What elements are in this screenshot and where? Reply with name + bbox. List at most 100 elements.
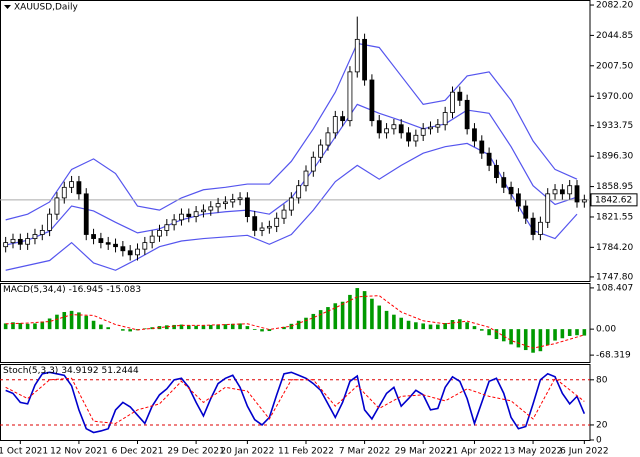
candle-body: [552, 189, 558, 195]
candle-body: [479, 140, 485, 154]
macd-bar: [428, 324, 433, 330]
macd-bar: [355, 288, 360, 330]
symbol-menu-arrow[interactable]: [4, 5, 11, 9]
stoch-last-value: 34.9192: [61, 366, 98, 376]
candle-body: [259, 227, 265, 231]
candle-body: [486, 152, 492, 166]
y-tick-label: -68.319: [596, 351, 631, 361]
candle-body: [369, 79, 375, 122]
candle-body: [530, 217, 536, 235]
candle-body: [61, 186, 67, 199]
candle-body: [523, 205, 529, 219]
x-tick-label: 13 May 2022: [504, 447, 563, 457]
macd-bar: [208, 324, 213, 330]
macd-last-value: -16.945: [69, 285, 104, 295]
macd-bar: [179, 324, 184, 330]
macd-bar: [443, 323, 447, 330]
macd-signal-last-value: -15.083: [106, 285, 141, 295]
x-tick-label: 20 Jan 2022: [220, 447, 274, 457]
candle-body: [406, 132, 411, 142]
candle-body: [252, 216, 258, 231]
macd-bar: [165, 325, 169, 330]
macd-bar: [472, 326, 477, 330]
y-tick-label: 2007.50: [596, 61, 633, 71]
y-tick-label: 2044.85: [596, 31, 633, 41]
candle-body: [420, 128, 426, 136]
macd-bar: [260, 329, 264, 332]
macd-bar: [172, 324, 176, 330]
macd-bar: [3, 323, 8, 330]
macd-name: MACD(5,34,4): [3, 285, 66, 295]
candle-body: [581, 199, 587, 203]
candle-body: [76, 181, 82, 195]
y-tick-label: 20: [596, 420, 608, 430]
candle-body: [32, 234, 38, 239]
macd-bar: [370, 298, 374, 330]
x-tick-label: 7 Mar 2022: [339, 447, 390, 457]
macd-bar: [99, 324, 103, 330]
y-tick-label: 1821.55: [596, 212, 633, 222]
candle-body: [83, 193, 89, 235]
candle-body: [457, 91, 463, 101]
y-tick-label: 1896.30: [596, 152, 633, 162]
candle-body: [244, 197, 250, 218]
candle-body: [537, 221, 543, 235]
candle-body: [442, 112, 448, 126]
chart-title: XAUUSD,Daily: [14, 3, 78, 13]
x-tick-label: 11 Feb 2022: [278, 447, 334, 457]
macd-title: MACD(5,34,4) -16.945 -15.083: [3, 285, 141, 295]
candle-body: [288, 197, 294, 211]
macd-bar: [128, 329, 132, 332]
macd-bar: [69, 310, 74, 330]
macd-bar: [516, 329, 521, 348]
macd-bar: [77, 312, 81, 330]
candle-body: [91, 234, 96, 239]
candle-body: [98, 238, 104, 244]
macd-bar: [230, 323, 235, 330]
macd-bar: [55, 314, 59, 330]
macd-bar: [11, 322, 15, 330]
candle-body: [17, 238, 23, 245]
candle-body: [332, 116, 338, 134]
macd-bar: [33, 323, 37, 330]
macd-bar: [106, 327, 111, 330]
candle-body: [310, 156, 316, 172]
candle-body: [362, 38, 367, 81]
x-tick-label: 29 Dec 2021: [167, 447, 225, 457]
macd-bar: [201, 325, 206, 330]
macd-bar: [567, 329, 572, 336]
candle-body: [354, 38, 360, 73]
candle-body: [47, 213, 53, 231]
panel-frame: [0, 364, 591, 441]
candle-body: [472, 128, 477, 142]
macd-signal-line: [5, 295, 585, 349]
macd-bar: [487, 329, 491, 336]
candle-body: [157, 230, 162, 237]
macd-bar: [296, 320, 301, 330]
candle-body: [39, 230, 45, 235]
x-tick-label: 21 Apr 2022: [447, 447, 503, 457]
macd-bar: [18, 323, 23, 330]
candle-body: [274, 217, 280, 227]
macd-bar: [406, 320, 411, 330]
candle-body: [296, 185, 302, 199]
macd-bar: [91, 320, 96, 330]
candle-body: [450, 91, 455, 113]
macd-bar: [318, 310, 323, 330]
candle-body: [25, 238, 31, 245]
macd-bar: [377, 305, 382, 330]
candle-body: [501, 177, 507, 188]
x-tick-label: 29 Mar 2022: [395, 447, 452, 457]
macd-bar: [538, 329, 543, 352]
panel-frame: [0, 283, 591, 363]
x-tick-label: 6 Jun 2022: [560, 447, 608, 457]
macd-bar: [40, 321, 45, 330]
candle-body: [391, 124, 397, 130]
macd-bar: [479, 329, 484, 331]
macd-bar: [450, 320, 455, 330]
candle-body: [413, 134, 419, 142]
macd-bar: [509, 329, 513, 345]
candle-body: [340, 116, 346, 122]
